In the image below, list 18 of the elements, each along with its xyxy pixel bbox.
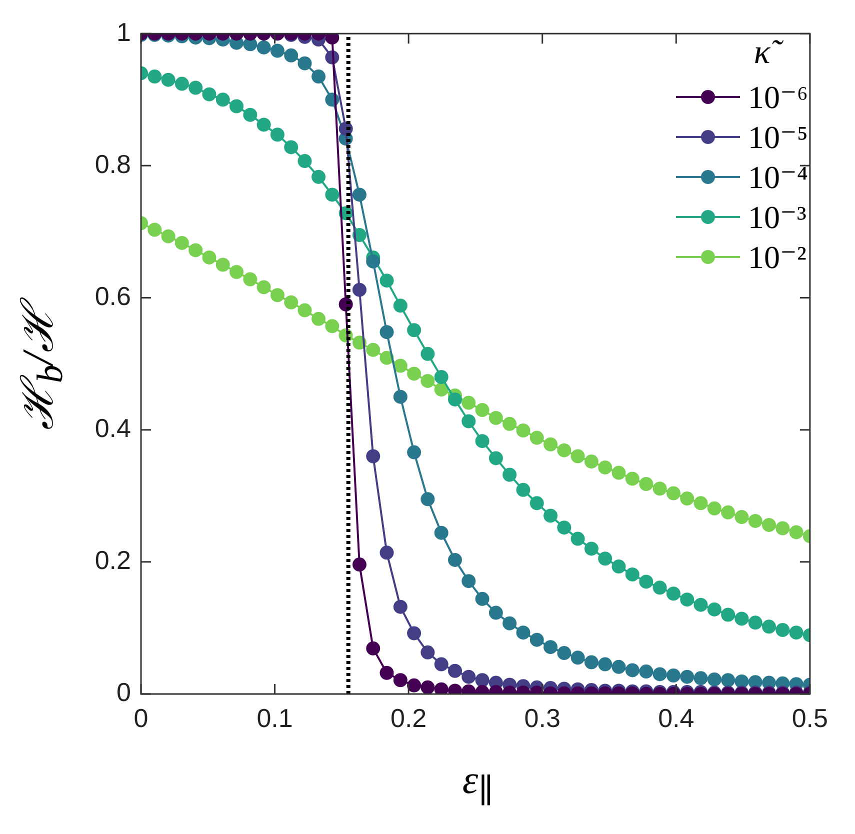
x-axis-title: ε$_{∥}$ [461,756,495,811]
x-tick-label: 0.1 [256,702,293,733]
x-tick-label: 0.4 [658,702,694,733]
legend-label: 10⁻⁴ [748,158,808,196]
y-tick-label: 0.8 [94,148,131,179]
y-tick-label: 0 [116,677,131,708]
y-tick-label: 1 [116,16,131,47]
legend-label: 10⁻³ [748,198,806,236]
legend-label: 10⁻⁵ [748,118,808,156]
x-tick-label: 0.3 [524,702,560,733]
legend-title: κ̃ [752,34,784,72]
y-tick-label: 0.6 [94,280,131,311]
legend-label: 10⁻² [748,238,806,276]
y-tick-label: 0.2 [94,545,131,576]
x-tick-label: 0.5 [792,702,828,733]
x-tick-label: 0.2 [390,702,427,733]
legend-label: 10⁻⁶ [748,78,808,116]
y-tick-label: 0.4 [94,413,131,444]
